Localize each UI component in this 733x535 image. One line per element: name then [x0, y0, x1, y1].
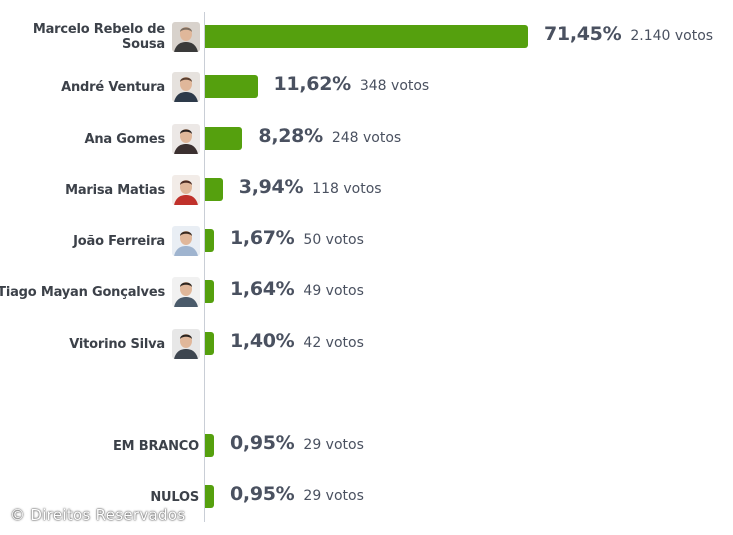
- percentage-label: 8,28%: [258, 125, 323, 147]
- result-row: João Ferreira 1,67% 50 votos: [0, 219, 733, 263]
- votes-label: 29 votos: [303, 488, 364, 504]
- candidate-name: Marisa Matias: [65, 182, 165, 198]
- candidate-name: Vitorino Silva: [69, 336, 165, 352]
- result-bar: [205, 178, 223, 201]
- candidate-photo: [172, 277, 200, 307]
- candidate-name: EM BRANCO: [113, 438, 199, 454]
- candidate-name: Ana Gomes: [84, 131, 165, 147]
- percentage-label: 0,95%: [230, 432, 295, 454]
- result-bar: [205, 75, 258, 98]
- candidate-photo: [172, 175, 200, 205]
- votes-label: 29 votos: [303, 437, 364, 453]
- candidate-name: André Ventura: [61, 79, 165, 95]
- candidate-photo: [172, 72, 200, 102]
- percentage-label: 11,62%: [273, 73, 352, 95]
- result-row: Marisa Matias 3,94% 118 votos: [0, 168, 733, 212]
- votes-label: 42 votos: [303, 335, 364, 351]
- result-row: André Ventura 11,62% 348 votos: [0, 65, 733, 109]
- percentage-label: 71,45%: [544, 23, 622, 45]
- result-value: 8,28% 248 votos: [258, 125, 401, 147]
- result-value: 71,45% 2.140 votos: [544, 23, 713, 45]
- percentage-label: 1,40%: [230, 330, 295, 352]
- result-bar: [205, 280, 214, 303]
- percentage-label: 1,64%: [230, 278, 295, 300]
- result-row: EM BRANCO 0,95% 29 votos: [0, 424, 733, 468]
- result-bar: [205, 485, 214, 508]
- result-value: 3,94% 118 votos: [239, 176, 382, 198]
- candidate-name: Tiago Mayan Gonçalves: [0, 284, 165, 300]
- result-value: 0,95% 29 votos: [230, 483, 364, 505]
- result-bar: [205, 332, 214, 355]
- result-value: 1,67% 50 votos: [230, 227, 364, 249]
- result-value: 11,62% 348 votos: [274, 73, 430, 95]
- result-row: Tiago Mayan Gonçalves 1,64% 49 votos: [0, 270, 733, 314]
- result-value: 1,64% 49 votos: [230, 278, 364, 300]
- result-value: 0,95% 29 votos: [230, 432, 364, 454]
- votes-label: 50 votos: [303, 232, 364, 248]
- copyright-credit: © Direitos Reservados: [10, 506, 186, 524]
- result-bar: [205, 229, 214, 252]
- result-row: Vitorino Silva 1,40% 42 votos: [0, 322, 733, 366]
- candidate-photo: [172, 124, 200, 154]
- result-bar: [205, 127, 243, 150]
- votes-label: 348 votos: [359, 78, 430, 94]
- votes-label: 248 votos: [331, 130, 402, 146]
- result-row: NULOS 0,95% 29 votos: [0, 475, 733, 519]
- votes-label: 2.140 votos: [630, 28, 714, 44]
- percentage-label: 3,94%: [238, 176, 304, 198]
- axis-line: [204, 12, 205, 522]
- result-bar: [205, 25, 528, 48]
- result-row: Ana Gomes 8,28% 248 votos: [0, 117, 733, 161]
- candidate-photo: [172, 329, 200, 359]
- votes-label: 118 votos: [312, 181, 382, 197]
- votes-label: 49 votos: [303, 283, 364, 299]
- candidate-photo: [172, 226, 200, 256]
- result-bar: [205, 434, 214, 457]
- candidate-photo: [172, 22, 200, 52]
- result-row: Marcelo Rebelo de Sousa 71,45% 2.140 votos: [0, 15, 733, 59]
- result-value: 1,40% 42 votos: [230, 330, 364, 352]
- candidate-name: João Ferreira: [73, 233, 165, 249]
- candidate-name: NULOS: [150, 489, 199, 505]
- candidate-name: Marcelo Rebelo de Sousa: [32, 22, 165, 52]
- percentage-label: 0,95%: [230, 483, 295, 505]
- percentage-label: 1,67%: [230, 227, 295, 249]
